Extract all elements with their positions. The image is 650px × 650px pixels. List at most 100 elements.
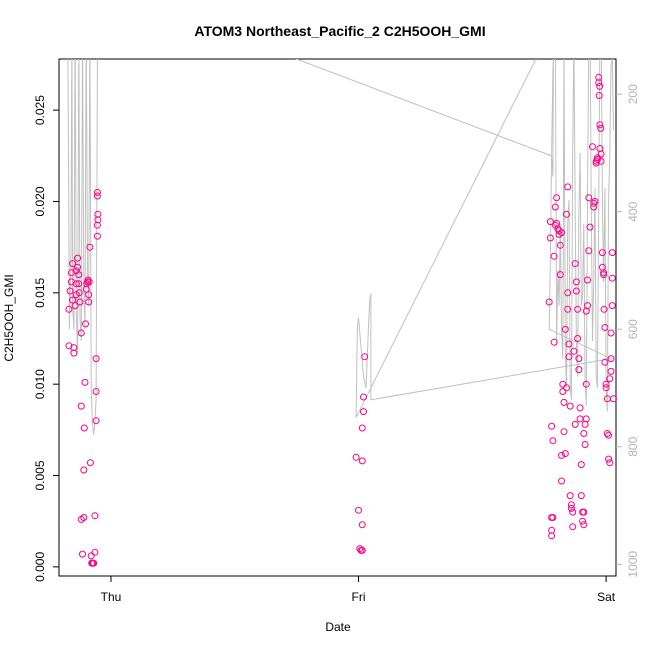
data-point bbox=[574, 305, 582, 313]
data-point bbox=[598, 249, 606, 257]
data-point bbox=[558, 477, 565, 485]
data-point bbox=[569, 508, 577, 516]
x-axis: Thu Fri Sat bbox=[101, 576, 616, 604]
data-point bbox=[574, 335, 582, 342]
data-point bbox=[70, 349, 78, 357]
data-point bbox=[608, 274, 616, 282]
data-point bbox=[581, 441, 589, 448]
data-point bbox=[558, 229, 565, 237]
data-point bbox=[580, 521, 588, 529]
data-point bbox=[570, 347, 578, 355]
x-tick-label: Fri bbox=[352, 590, 366, 604]
x-tick-label: Sat bbox=[597, 590, 616, 604]
data-point bbox=[585, 194, 593, 202]
x-axis-label: Date bbox=[325, 620, 351, 634]
data-point bbox=[94, 210, 102, 218]
data-point bbox=[576, 415, 584, 423]
data-point bbox=[607, 355, 615, 363]
data-point bbox=[608, 302, 616, 310]
data-point bbox=[93, 192, 101, 200]
data-point bbox=[597, 157, 605, 165]
data-point bbox=[546, 218, 554, 226]
data-point bbox=[355, 506, 362, 514]
data-point bbox=[65, 305, 73, 313]
right-tick-label: 200 bbox=[626, 84, 640, 104]
data-point bbox=[582, 415, 590, 423]
data-point bbox=[360, 393, 367, 401]
data-point bbox=[581, 420, 589, 428]
data-point bbox=[559, 380, 567, 388]
data-point bbox=[66, 287, 74, 295]
right-axis: 200 400 600 800 1000 bbox=[616, 84, 640, 578]
data-point bbox=[600, 271, 608, 279]
data-point bbox=[610, 395, 617, 403]
data-point bbox=[71, 302, 79, 310]
data-point bbox=[607, 367, 615, 375]
data-point bbox=[67, 269, 75, 277]
data-point bbox=[548, 422, 556, 430]
data-point bbox=[84, 276, 92, 284]
data-point bbox=[590, 199, 598, 207]
data-point bbox=[80, 466, 88, 474]
data-point bbox=[596, 82, 604, 90]
data-point bbox=[591, 198, 599, 205]
data-point bbox=[600, 305, 608, 313]
profile-line-layer bbox=[67, 59, 614, 436]
data-point bbox=[601, 324, 609, 331]
chart-title: ATOM3 Northeast_Pacific_2 C2H5OOH_GMI bbox=[194, 23, 485, 39]
data-point bbox=[81, 378, 89, 386]
data-point bbox=[565, 353, 573, 361]
x-tick-label: Thu bbox=[101, 590, 122, 604]
data-point bbox=[560, 428, 568, 436]
data-point bbox=[608, 249, 616, 257]
data-point bbox=[72, 280, 80, 288]
data-point bbox=[93, 221, 101, 229]
data-point bbox=[564, 305, 572, 313]
data-point bbox=[75, 289, 83, 297]
data-point bbox=[566, 492, 574, 500]
data-point bbox=[92, 388, 100, 395]
data-point bbox=[87, 552, 95, 560]
data-point bbox=[584, 302, 591, 310]
plot-area-frame bbox=[58, 58, 617, 577]
right-tick-label: 1000 bbox=[626, 551, 640, 578]
data-point bbox=[577, 492, 585, 500]
data-point bbox=[93, 188, 101, 196]
data-point bbox=[91, 512, 99, 520]
data-point bbox=[86, 243, 94, 251]
data-point bbox=[82, 320, 89, 328]
data-point bbox=[600, 269, 608, 277]
data-point bbox=[75, 280, 83, 288]
data-point bbox=[80, 424, 88, 432]
data-point bbox=[549, 514, 557, 521]
data-point bbox=[561, 325, 569, 333]
left-axis: 0.000 0.005 0.010 0.015 0.020 0.025 bbox=[33, 95, 59, 582]
data-point bbox=[85, 278, 93, 286]
data-point bbox=[576, 404, 584, 412]
pressure-profile-line bbox=[67, 59, 614, 436]
data-point bbox=[567, 501, 575, 509]
data-point bbox=[607, 329, 615, 337]
data-point bbox=[352, 453, 360, 461]
data-point bbox=[545, 298, 553, 306]
right-tick-label: 400 bbox=[626, 201, 640, 221]
data-point bbox=[558, 451, 565, 459]
data-point bbox=[605, 431, 613, 439]
data-point bbox=[551, 203, 559, 211]
data-point bbox=[553, 194, 561, 202]
y-axis-label: C2H5OOH_GMI bbox=[2, 274, 16, 361]
data-point bbox=[564, 183, 572, 191]
data-point bbox=[77, 402, 85, 410]
y-tick-label: 0.025 bbox=[33, 95, 47, 125]
data-point bbox=[93, 232, 101, 240]
data-point bbox=[596, 121, 604, 129]
data-point bbox=[595, 79, 603, 87]
y-tick-label: 0.015 bbox=[33, 277, 47, 307]
data-point bbox=[86, 459, 94, 467]
data-point bbox=[564, 289, 572, 297]
data-point bbox=[548, 532, 556, 540]
data-point bbox=[92, 355, 100, 363]
data-point bbox=[597, 124, 605, 132]
data-point bbox=[606, 375, 614, 383]
data-point bbox=[601, 358, 609, 366]
